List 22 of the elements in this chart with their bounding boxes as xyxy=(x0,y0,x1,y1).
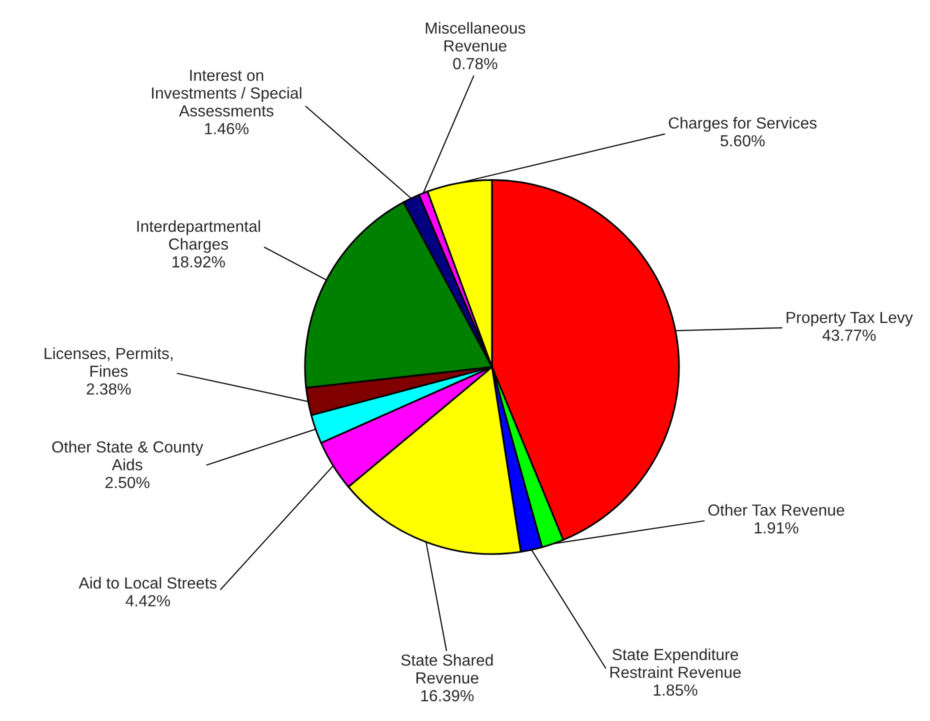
data-label: 1.46% xyxy=(205,122,249,134)
slice-label: Other State & County Aids xyxy=(52,440,204,470)
data-label: 43.77% xyxy=(822,330,876,341)
data-label: 2.38% xyxy=(86,383,131,395)
data-label: 1.85% xyxy=(654,684,698,696)
data-label: 4.42% xyxy=(126,595,170,606)
slice-label: Other Tax Revenue xyxy=(708,504,844,516)
data-label: 0.78% xyxy=(453,58,498,70)
slice-label: State Shared Revenue xyxy=(401,654,493,684)
slice-label: Miscellaneous Revenue xyxy=(426,22,526,52)
slice-label: Charges for Services xyxy=(668,116,817,132)
data-label: 16.39% xyxy=(421,690,474,702)
data-label: 18.92% xyxy=(172,256,225,268)
slice-label: State Expenditure Restraint Revenue xyxy=(610,648,741,678)
slice-label: Property Tax Levy xyxy=(786,312,913,326)
slice-label: Licenses, Permits, Fines xyxy=(44,347,172,377)
data-label: 5.60% xyxy=(720,135,765,146)
slice-label: Interdepartmental Charges xyxy=(137,220,260,253)
data-label: 2.50% xyxy=(106,476,150,488)
data-label: 1.91% xyxy=(754,522,798,534)
slice-label: Interest on Investments / Special Assessments xyxy=(152,70,302,117)
slice-label: Aid to Local Streets xyxy=(78,576,217,589)
